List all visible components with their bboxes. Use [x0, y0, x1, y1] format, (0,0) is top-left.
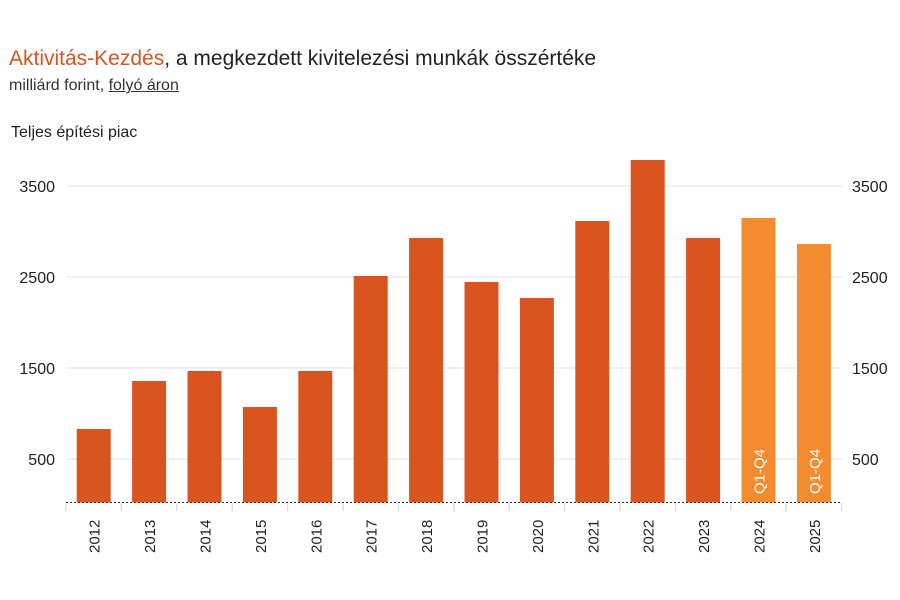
chart-title: Aktivitás-Kezdés, a megkezdett kivitelez…	[9, 47, 596, 71]
chart-subtitle: milliárd forint, folyó áron	[9, 77, 179, 95]
x-tick-label: 2019	[475, 520, 492, 553]
bar-2025	[796, 243, 831, 503]
subtitle-link[interactable]: folyó áron	[108, 77, 179, 94]
x-tick-label: 2016	[308, 520, 325, 553]
x-tick-label: 2013	[142, 520, 159, 553]
x-tick-label: 2018	[419, 520, 436, 553]
bar-label: Q1-Q4	[807, 449, 824, 494]
x-tick-label: 2020	[530, 520, 547, 553]
y-tick-label-right: 2500	[852, 270, 888, 287]
bar-2016	[298, 371, 333, 503]
bar-2013	[132, 381, 167, 503]
bar-2015	[242, 407, 277, 503]
x-tick-label: 2021	[585, 520, 602, 553]
bar-2019	[464, 282, 499, 503]
x-tick-label: 2025	[807, 520, 824, 553]
subtitle-text: milliárd forint,	[9, 77, 109, 94]
x-tick-label: 2022	[641, 520, 658, 553]
bar-2017	[353, 275, 388, 503]
y-tick-label-right: 3500	[852, 179, 888, 196]
y-tick-label-left: 2500	[19, 270, 55, 287]
y-tick-label-right: 1500	[852, 361, 888, 378]
bar-2018	[409, 237, 444, 503]
bar-2014	[187, 371, 222, 503]
bar-2023	[686, 237, 721, 503]
y-tick-label-left: 3500	[19, 179, 55, 196]
y-tick-label-left: 1500	[19, 361, 55, 378]
x-tick-label: 2017	[364, 520, 381, 553]
bar-2021	[575, 221, 610, 503]
x-tick-label: 2024	[752, 520, 769, 553]
x-tick-label: 2015	[253, 520, 270, 553]
y-tick-label-left: 500	[28, 452, 55, 469]
panel-label: Teljes építési piac	[11, 124, 138, 141]
title-highlight: Aktivitás-Kezdés	[9, 47, 165, 70]
x-tick-label: 2023	[696, 520, 713, 553]
bar-2020	[519, 298, 554, 503]
y-tick-label-right: 500	[852, 452, 879, 469]
x-tick-label: 2012	[87, 520, 104, 553]
bar-2012	[76, 428, 111, 503]
title-rest: , a megkezdett kivitelezési munkák összé…	[164, 47, 597, 70]
bar-2024	[741, 218, 776, 503]
bar-2022	[630, 159, 665, 503]
bar-label: Q1-Q4	[752, 449, 769, 494]
x-tick-label: 2014	[198, 520, 215, 553]
